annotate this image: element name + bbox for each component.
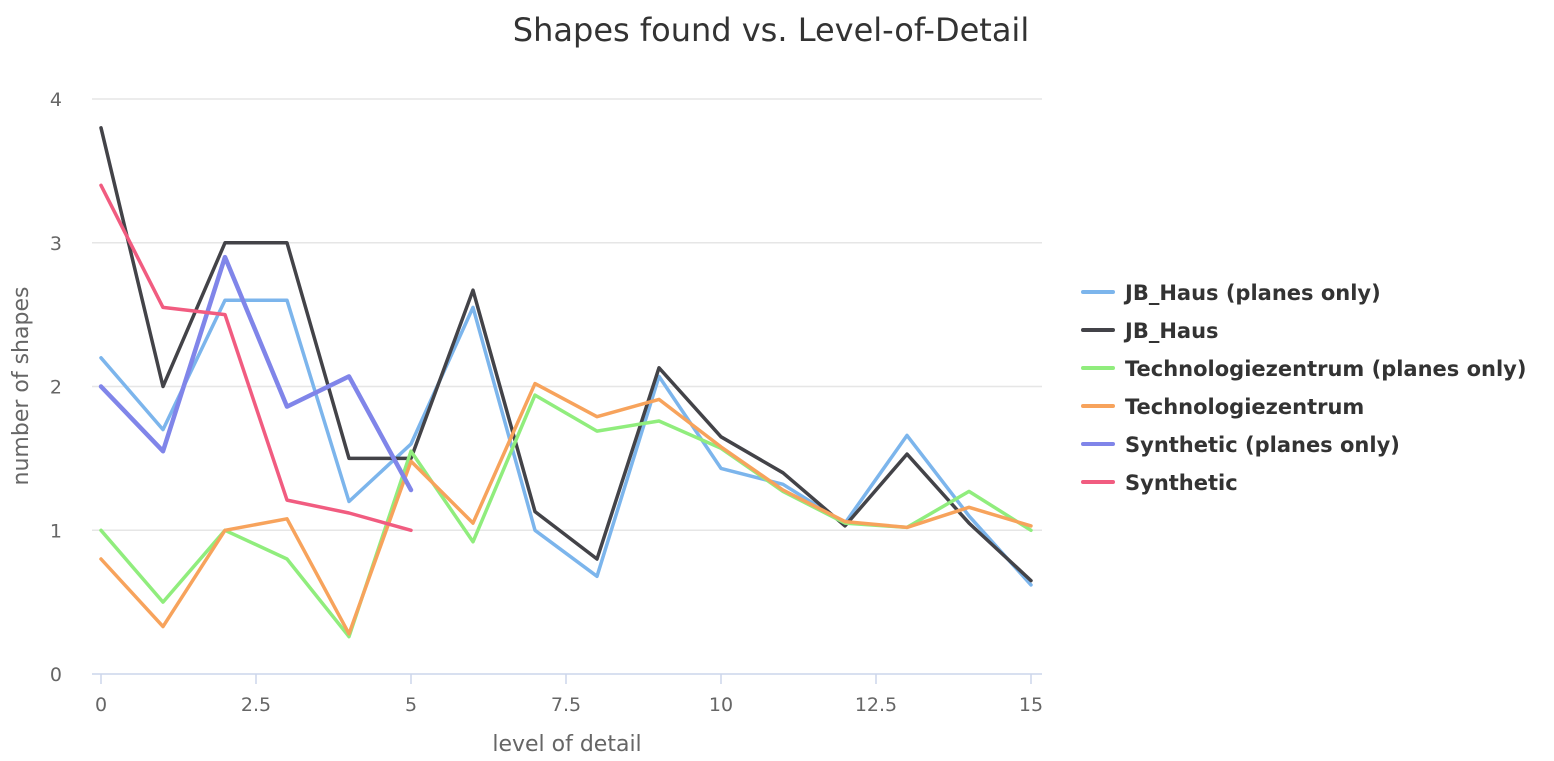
legend-item-4[interactable]: Technologiezentrum: [1081, 395, 1364, 419]
axes: 0 1 2 3 4 0 2.5 5 7.5 10 12.5 15: [50, 89, 1043, 716]
x-tick-label: 10: [709, 694, 733, 716]
legend-label: JB_Haus (planes only): [1123, 281, 1381, 305]
x-tick-label: 5: [405, 694, 417, 716]
chart-title: Shapes found vs. Level-of-Detail: [513, 11, 1029, 49]
legend: JB_Haus (planes only) JB_Haus Technologiez…: [1081, 281, 1526, 495]
legend-label: Synthetic (planes only): [1125, 433, 1400, 457]
y-tick-label: 0: [50, 664, 62, 686]
series-line-2: [99, 126, 1033, 583]
x-tick-label: 7.5: [551, 694, 581, 716]
series-line-6: [99, 183, 413, 533]
legend-item-6[interactable]: Synthetic: [1081, 471, 1238, 495]
legend-item-1[interactable]: JB_Haus (planes only): [1081, 281, 1381, 305]
y-tick-label: 2: [50, 377, 62, 399]
series-group: [98, 126, 1033, 639]
y-axis-title: number of shapes: [9, 287, 34, 486]
x-tick-label: 12.5: [855, 694, 897, 716]
series-line-3: [99, 393, 1033, 639]
x-axis-title: level of detail: [492, 732, 641, 757]
x-tick-label: 0: [95, 694, 107, 716]
y-tick-label: 1: [50, 520, 62, 542]
x-tick-label: 15: [1019, 694, 1043, 716]
legend-item-5[interactable]: Synthetic (planes only): [1081, 433, 1400, 457]
y-tick-label: 3: [50, 233, 62, 255]
legend-label: Technologiezentrum: [1125, 395, 1364, 419]
series-line-4: [99, 381, 1033, 636]
legend-item-2[interactable]: JB_Haus: [1081, 319, 1219, 343]
legend-label: Synthetic: [1125, 471, 1238, 495]
series-line-1: [99, 298, 1033, 587]
x-tick-label: 2.5: [241, 694, 271, 716]
legend-label: JB_Haus: [1123, 319, 1219, 343]
y-tick-label: 4: [50, 89, 62, 111]
series-line-5: [98, 254, 414, 493]
legend-item-3[interactable]: Technologiezentrum (planes only): [1081, 357, 1526, 381]
grid-lines: [92, 98, 1042, 531]
legend-label: Technologiezentrum (planes only): [1125, 357, 1526, 381]
